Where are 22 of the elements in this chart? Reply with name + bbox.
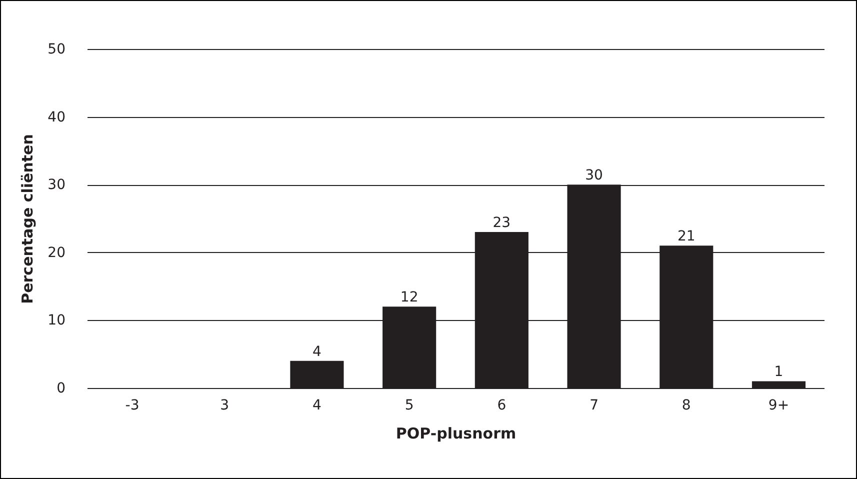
y-tick-label: 20	[48, 244, 66, 261]
y-tick-label: 50	[48, 42, 66, 58]
data-label: 1	[774, 364, 784, 380]
data-label: 12	[400, 290, 418, 306]
x-tick-label: 5	[404, 398, 414, 414]
x-tick-label: 9+	[768, 398, 790, 414]
y-tick-label: 0	[56, 380, 66, 396]
x-axis-title: POP-plusnorm	[396, 424, 516, 442]
x-tick-label: 3	[220, 398, 230, 414]
x-tick-label: 6	[497, 398, 506, 414]
data-label: 21	[677, 228, 696, 245]
y-tick-label: 10	[48, 312, 66, 329]
y-axis-title: Percentage cliënten	[18, 134, 37, 304]
data-label: 23	[492, 215, 511, 232]
y-tick-label: 40	[48, 109, 66, 126]
data-label: 4	[312, 344, 322, 360]
x-tick-label: 8	[682, 398, 691, 414]
x-tick-label: 7	[590, 398, 598, 414]
x-tick-label: -3	[125, 398, 140, 414]
x-tick-label: 4	[312, 398, 322, 414]
data-label: 30	[585, 168, 603, 184]
y-tick-label: 30	[48, 177, 66, 194]
